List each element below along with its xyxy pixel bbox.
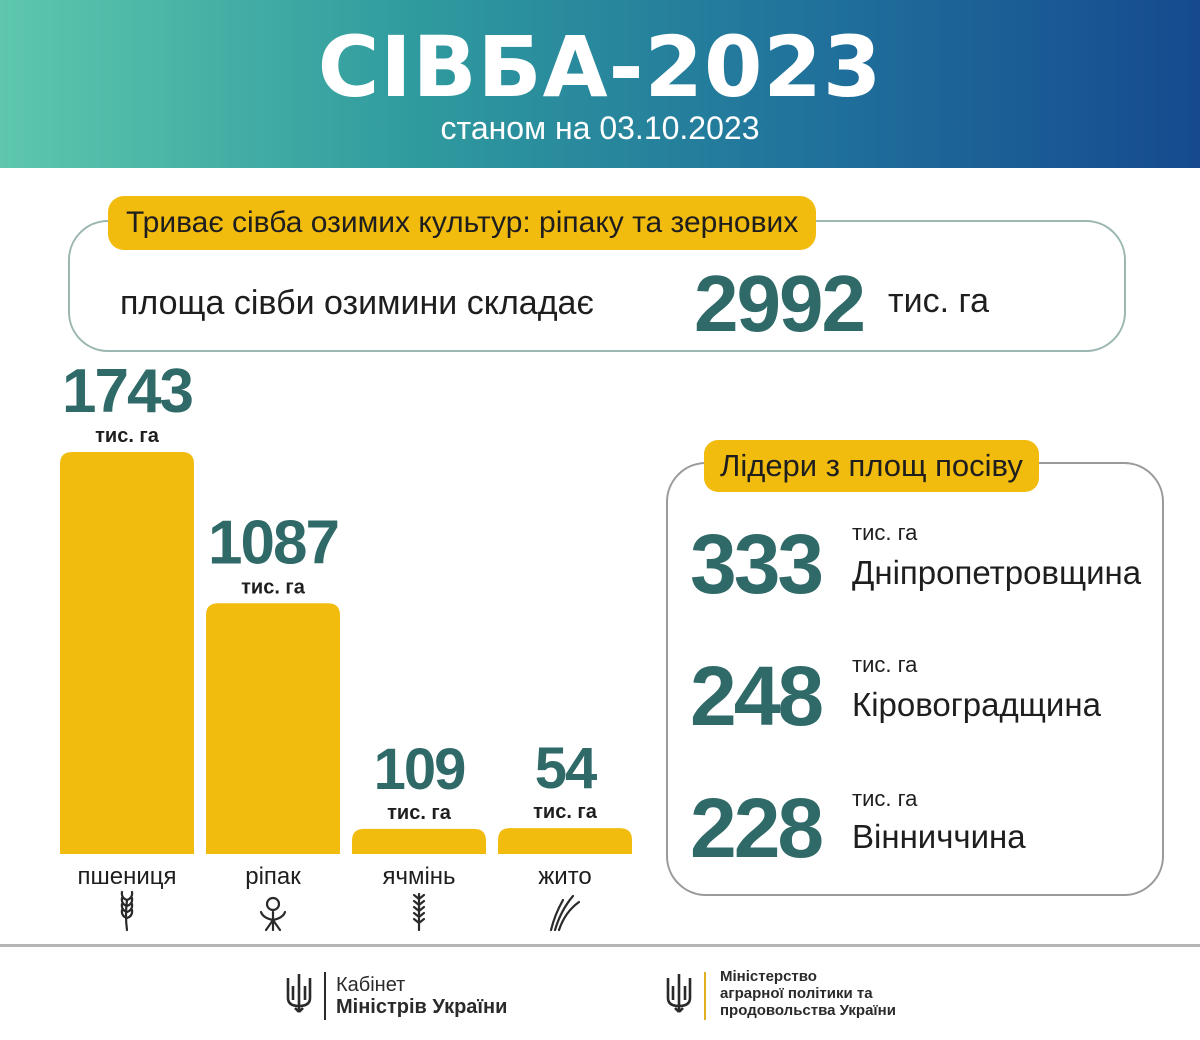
summary-unit: тис. га — [888, 282, 990, 320]
page-title: СІВБА-2023 — [317, 18, 883, 116]
leader-unit: тис. га — [852, 520, 918, 545]
logo-separator — [324, 972, 326, 1020]
leaders-badge: Лідери з площ посіву — [704, 440, 1039, 492]
flower-icon — [265, 896, 281, 912]
logo-separator — [704, 972, 706, 1020]
trident-icon — [286, 974, 312, 1013]
bar-value-label: 109 — [374, 737, 466, 802]
bar-unit-label: тис. га — [241, 576, 306, 598]
ministry-logo: Міністерство аграрної політики та продов… — [664, 968, 924, 1024]
summary-text: площа сівби озимини складає — [120, 284, 594, 322]
trident-icon — [666, 974, 692, 1013]
category-label: жито — [538, 863, 592, 890]
category-label: ячмінь — [382, 863, 455, 890]
leader-region: Вінниччина — [852, 818, 1026, 855]
chart-bar — [352, 828, 486, 854]
ministry-line3: продовольства України — [720, 1002, 896, 1019]
ministry-line2: аграрної політики та — [720, 985, 873, 1002]
wheat-icon — [120, 890, 134, 932]
footer-divider — [0, 944, 1200, 947]
bar-value-label: 1087 — [208, 508, 338, 577]
flower-icon — [259, 910, 287, 932]
leader-unit: тис. га — [852, 652, 918, 677]
chart-bar — [206, 603, 340, 854]
bar-unit-label: тис. га — [387, 802, 452, 824]
page-subtitle: станом на 03.10.2023 — [440, 110, 760, 146]
cabinet-line2: Міністрів України — [336, 996, 508, 1018]
cabinet-line1: Кабінет — [336, 974, 406, 996]
leader-region: Дніпропетровщина — [852, 554, 1142, 591]
cabinet-logo: Кабінет Міністрів України — [284, 968, 544, 1024]
leader-value: 248 — [690, 649, 824, 743]
ministry-line1: Міністерство — [720, 968, 817, 985]
header-banner: СІВБА-2023 станом на 03.10.2023 — [0, 0, 1200, 168]
leader-value: 228 — [690, 781, 824, 875]
bar-unit-label: тис. га — [95, 425, 160, 447]
leader-region: Кіровоградщина — [852, 686, 1101, 723]
rye-icon — [549, 894, 581, 932]
leader-value: 333 — [690, 517, 824, 611]
category-label: ріпак — [245, 863, 301, 890]
chart-bar — [60, 452, 194, 854]
summary-badge: Триває сівба озимих культур: ріпаку та з… — [108, 196, 817, 250]
chart-bar — [498, 828, 632, 854]
bar-unit-label: тис. га — [533, 801, 598, 823]
summary-total: 2992 — [694, 259, 866, 348]
bar-value-label: 54 — [535, 736, 597, 801]
barley-icon — [412, 892, 426, 932]
bar-value-label: 1743 — [62, 357, 192, 426]
category-label: пшениця — [78, 863, 177, 890]
leader-unit: тис. га — [852, 786, 918, 811]
